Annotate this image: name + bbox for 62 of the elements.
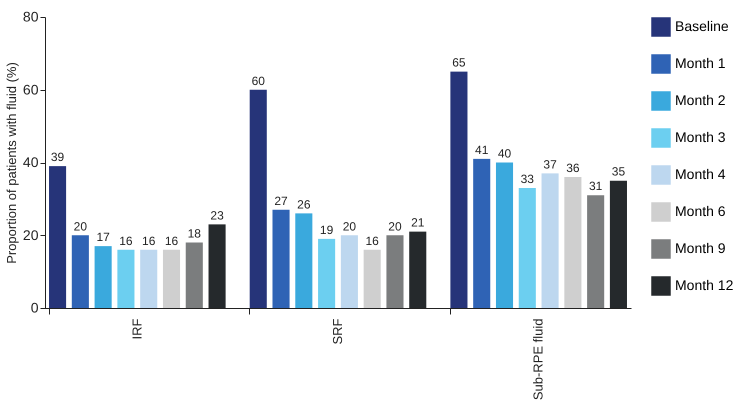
y-tick-label: 20	[22, 226, 39, 243]
legend-label: Month 3	[675, 129, 726, 145]
bar	[250, 90, 267, 308]
x-tick-label: SRF	[330, 318, 345, 344]
bar	[49, 166, 66, 308]
legend-label: Month 12	[675, 277, 734, 293]
data-label: 40	[498, 146, 512, 160]
x-tick-label: IRF	[129, 318, 144, 340]
legend-label: Baseline	[675, 18, 729, 34]
legend-label: Month 9	[675, 240, 726, 256]
y-tick-label: 80	[22, 8, 39, 24]
data-label: 26	[297, 197, 311, 212]
data-label: 17	[96, 230, 110, 244]
y-axis-title: Proportion of patients with fluid (%)	[4, 62, 19, 264]
bar	[518, 188, 536, 308]
y-tick-label: 40	[22, 154, 39, 170]
data-label: 16	[142, 234, 156, 248]
bar	[318, 238, 336, 308]
data-label: 36	[566, 161, 580, 176]
data-label: 19	[320, 222, 334, 237]
data-label: 16	[164, 234, 178, 248]
data-label: 18	[188, 226, 202, 241]
data-label: 21	[411, 216, 425, 230]
data-label: 31	[588, 179, 603, 194]
bar	[140, 250, 158, 308]
bar	[94, 246, 112, 308]
bar	[564, 177, 582, 308]
bar	[72, 235, 89, 308]
data-label: 20	[342, 219, 356, 234]
data-label: 23	[210, 208, 224, 222]
bar	[186, 242, 203, 308]
data-label: 41	[475, 142, 489, 157]
y-tick-label: 60	[22, 81, 39, 98]
bar	[496, 162, 514, 308]
data-label: 16	[119, 234, 133, 248]
bar	[162, 250, 180, 308]
data-label: 20	[74, 219, 88, 234]
data-label: 65	[452, 56, 466, 70]
data-label: 35	[612, 164, 626, 179]
bar	[386, 235, 404, 308]
bar	[117, 250, 134, 308]
legend-label: Month 4	[675, 166, 726, 182]
bar	[295, 213, 312, 308]
bar	[473, 158, 490, 308]
data-label: 16	[366, 234, 380, 248]
data-label: 60	[252, 74, 266, 88]
data-label: 33	[520, 172, 534, 186]
bar	[542, 173, 559, 308]
x-tick-label: Sub-RPE fluid	[530, 318, 546, 400]
bar	[364, 250, 381, 308]
data-label: 20	[388, 219, 402, 234]
bar	[587, 195, 604, 308]
y-tick-label: 0	[30, 300, 39, 316]
legend-label: Month 1	[675, 55, 726, 71]
data-label: 39	[50, 150, 65, 164]
data-label: 37	[543, 157, 558, 172]
data-label: 27	[274, 194, 288, 208]
bar	[450, 72, 468, 308]
legend-label: Month 6	[675, 203, 726, 219]
bar	[340, 235, 358, 308]
legend-label: Month 2	[675, 92, 726, 108]
bar	[272, 210, 290, 308]
